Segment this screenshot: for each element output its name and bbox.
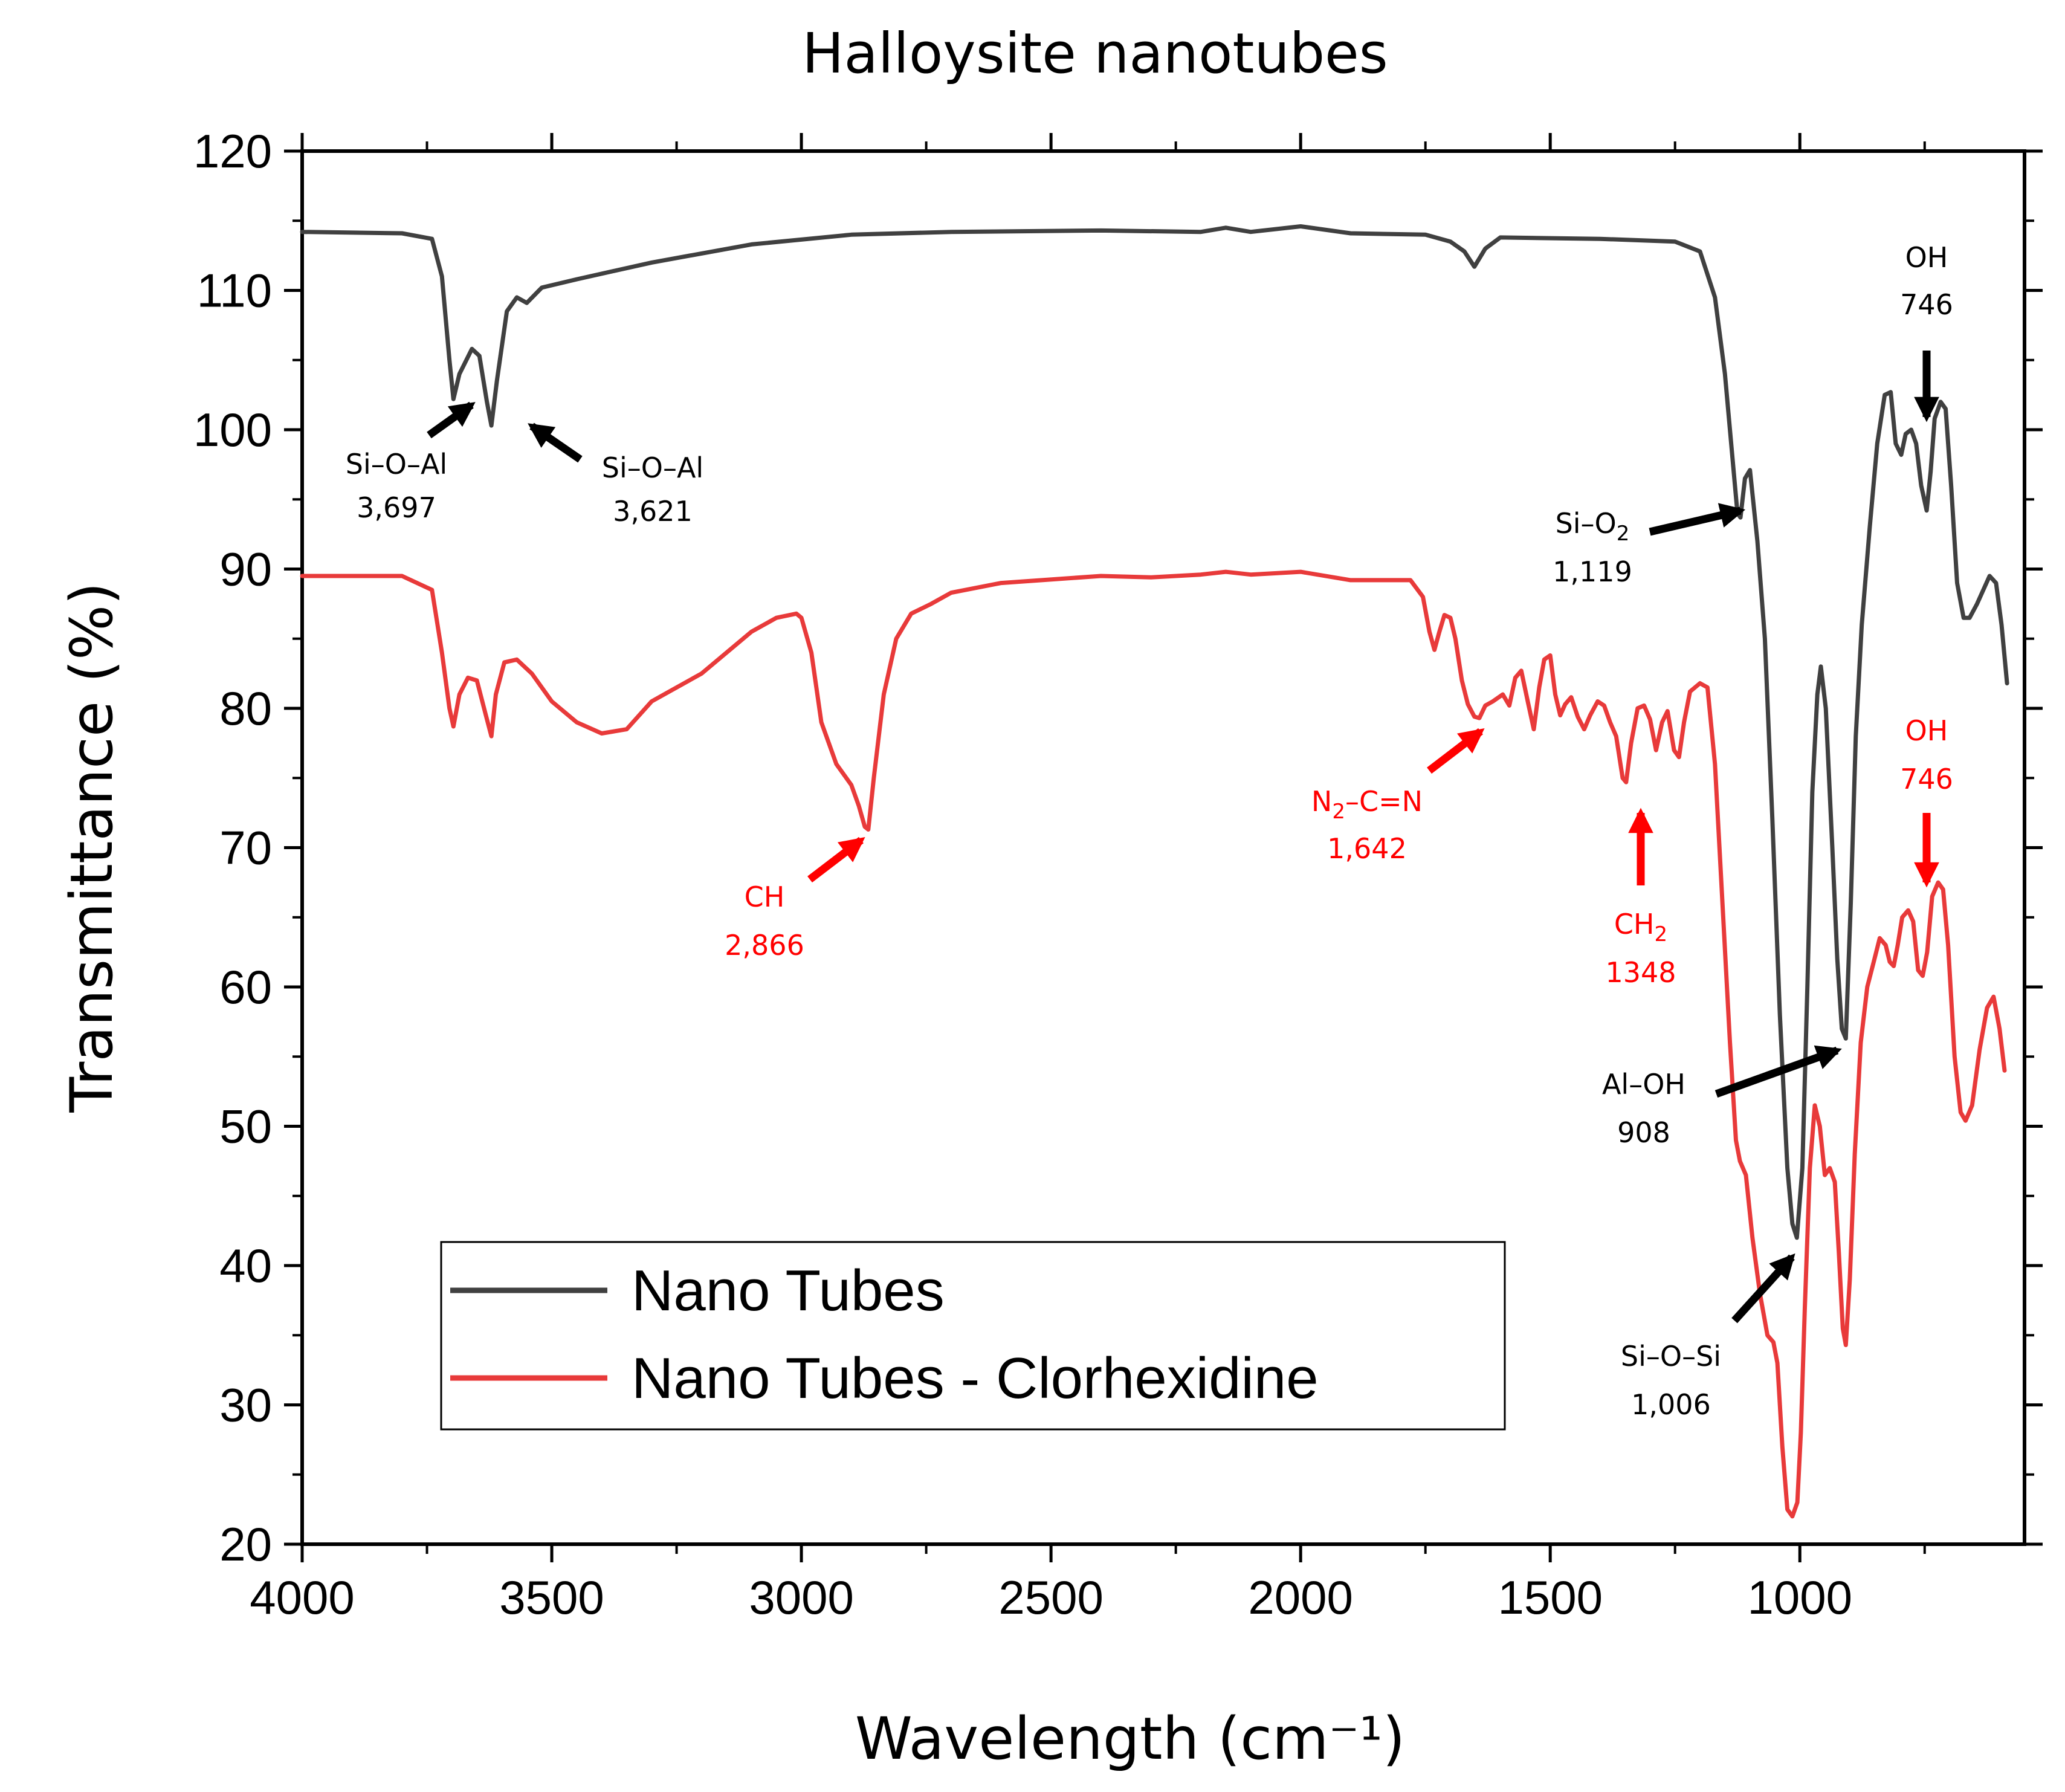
- y-tick-label: 80: [219, 682, 272, 735]
- y-tick-label: 100: [193, 403, 272, 456]
- arrow-n2-c-n-1642: [1427, 728, 1485, 774]
- annotation-label: Si–O–Al: [346, 448, 447, 480]
- annotation-value: 3,697: [357, 491, 436, 524]
- annotation-label: OH: [1905, 714, 1948, 747]
- y-axis-label: Transmittance (%): [58, 582, 126, 1113]
- annotation-label: CH: [745, 881, 785, 913]
- y-tick-label: 20: [219, 1518, 272, 1571]
- series-group: [300, 224, 2009, 1519]
- annotation-label: OH: [1905, 241, 1948, 274]
- annotation-oh-746-black: OH 746: [1900, 241, 1953, 422]
- x-tick-label: 3500: [499, 1571, 604, 1624]
- legend: Nano Tubes Nano Tubes - Clorhexidine: [440, 1241, 1506, 1431]
- legend-label-nano-tubes-clorhexidine: Nano Tubes - Clorhexidine: [632, 1346, 1319, 1411]
- y-tick-label: 50: [219, 1100, 272, 1153]
- annotation-value: 2,866: [725, 929, 804, 962]
- annotation-text: Si–O: [1556, 507, 1617, 540]
- annotation-n2-c-n-1642: N2–C=N 1,642: [1311, 728, 1485, 865]
- x-axis-label: Wavelength (cm⁻¹): [855, 1705, 1405, 1773]
- annotation-value: 746: [1900, 763, 1953, 795]
- annotation-label: Al–OH: [1602, 1068, 1685, 1101]
- axis-ticks: 20 30 40 50 60 70 80 90 100 110 120 4000 3500 3000 250…: [193, 125, 2043, 1624]
- arrow-al-oh-908: [1714, 1045, 1842, 1098]
- annotation-si-o2-1119: Si–O2 1,119: [1553, 503, 1746, 588]
- chart-title: Halloysite nanotubes: [802, 21, 1388, 86]
- arrow-si-o-al-3697: [427, 401, 476, 439]
- arrow-si-o-al-3621: [528, 422, 583, 463]
- annotation-value: 1,642: [1327, 832, 1407, 865]
- annotation-label: N2–C=N: [1311, 785, 1423, 824]
- annotation-ch2-1348: CH2 1348: [1605, 807, 1676, 989]
- annotation-value: 1,119: [1553, 555, 1632, 588]
- annotation-value: 908: [1617, 1116, 1670, 1149]
- y-tick-label: 90: [219, 543, 272, 596]
- y-tick-label: 70: [219, 821, 272, 875]
- legend-box: [440, 1241, 1506, 1431]
- annotation-label: CH2: [1614, 908, 1667, 946]
- arrow-si-o2-1119: [1649, 503, 1746, 536]
- arrow-ch-2866: [807, 836, 865, 883]
- annotation-value: 1,006: [1631, 1388, 1711, 1421]
- x-tick-label: 1000: [1747, 1571, 1852, 1624]
- annotation-subscript: 2: [1655, 922, 1668, 946]
- x-tick-label: 1500: [1498, 1571, 1603, 1624]
- y-tick-label: 40: [219, 1239, 272, 1292]
- annotation-al-oh-908: Al–OH 908: [1602, 1045, 1842, 1149]
- x-tick-label: 3000: [749, 1571, 854, 1624]
- annotation-subscript: 2: [1617, 522, 1630, 546]
- y-tick-label: 30: [219, 1379, 272, 1432]
- series-line-nano-tubes: [300, 224, 2009, 1240]
- y-tick-label: 60: [219, 960, 272, 1014]
- annotation-text-rest: –C=N: [1345, 785, 1423, 818]
- annotation-si-o-si-1006: Si–O–Si 1,006: [1621, 1253, 1795, 1421]
- annotation-label: Si–O2: [1556, 507, 1630, 546]
- annotation-label: Si–O–Al: [602, 451, 703, 484]
- x-tick-label: 2500: [998, 1571, 1104, 1624]
- annotation-value: 746: [1900, 288, 1953, 321]
- annotation-si-o-al-3621: Si–O–Al 3,621: [528, 422, 703, 528]
- annotation-text: N: [1311, 785, 1332, 818]
- annotation-oh-746-red: OH 746: [1900, 714, 1953, 888]
- legend-label-nano-tubes: Nano Tubes: [632, 1258, 945, 1323]
- annotation-subscript: 2: [1332, 800, 1345, 824]
- x-tick-label: 2000: [1248, 1571, 1353, 1624]
- annotation-value: 3,621: [613, 495, 693, 528]
- annotation-value: 1348: [1605, 956, 1676, 989]
- annotation-ch-2866: CH 2,866: [725, 836, 865, 962]
- arrow-si-o-si-1006: [1731, 1253, 1795, 1324]
- annotation-text: CH: [1614, 908, 1655, 940]
- x-tick-label: 4000: [250, 1571, 355, 1624]
- y-tick-label: 110: [197, 264, 272, 317]
- series-line-nano-tubes-clorhexidine: [300, 569, 2007, 1519]
- y-tick-label: 120: [193, 125, 272, 178]
- annotation-label: Si–O–Si: [1621, 1340, 1721, 1373]
- annotation-si-o-al-3697: Si–O–Al 3,697: [346, 401, 476, 524]
